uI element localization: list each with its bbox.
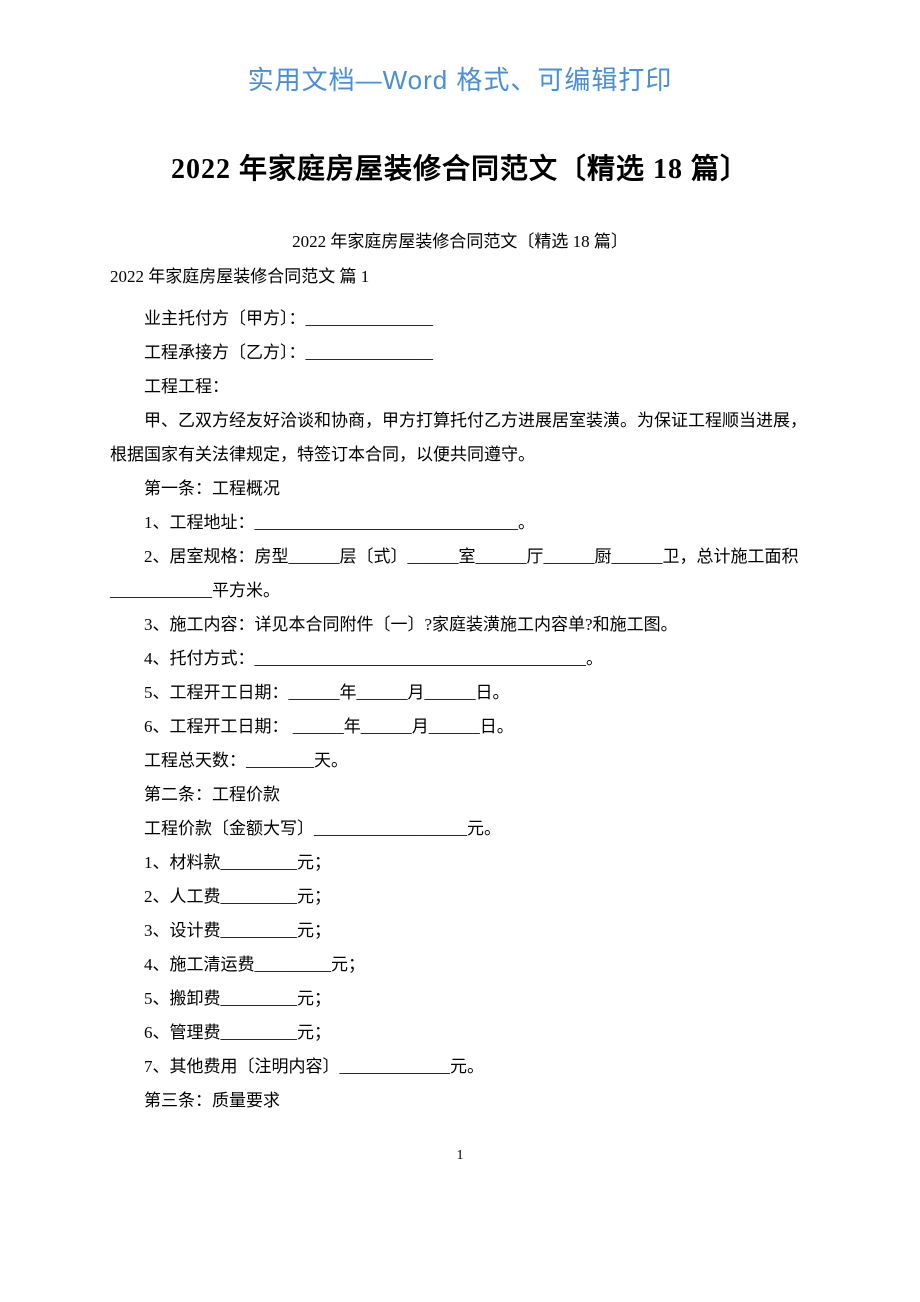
- body-paragraph: 工程承接方〔乙方〕：_______________: [110, 336, 810, 370]
- body-paragraph: 5、工程开工日期：______年______月______日。: [110, 676, 810, 710]
- body-paragraph: 工程总天数：________天。: [110, 744, 810, 778]
- document-subtitle: 2022 年家庭房屋装修合同范文〔精选 18 篇〕: [110, 227, 810, 252]
- section-label: 2022 年家庭房屋装修合同范文 篇 1: [110, 260, 810, 294]
- body-paragraph: 3、施工内容：详见本合同附件〔一〕?家庭装潢施工内容单?和施工图。: [110, 608, 810, 642]
- body-paragraph: 4、托付方式：_________________________________…: [110, 642, 810, 676]
- body-paragraph: 甲、乙双方经友好洽谈和协商，甲方打算托付乙方进展居室装潢。为保证工程顺当进展，根…: [110, 404, 810, 472]
- body-paragraph: 5、搬卸费_________元；: [110, 982, 810, 1016]
- body-paragraph: 6、管理费_________元；: [110, 1016, 810, 1050]
- body-paragraph: 第三条：质量要求: [110, 1084, 810, 1118]
- body-paragraph: 7、其他费用〔注明内容〕_____________元。: [110, 1050, 810, 1084]
- body-paragraph: 6、工程开工日期： ______年______月______日。: [110, 710, 810, 744]
- body-paragraph: 3、设计费_________元；: [110, 914, 810, 948]
- body-paragraph: 第二条：工程价款: [110, 778, 810, 812]
- body-paragraph: 1、工程地址：_______________________________。: [110, 506, 810, 540]
- page-header: 实用文档—Word 格式、可编辑打印: [110, 60, 810, 97]
- body-paragraph: 业主托付方〔甲方〕：_______________: [110, 302, 810, 336]
- body-paragraph: 4、施工清运费_________元；: [110, 948, 810, 982]
- body-paragraph: 工程工程：: [110, 370, 810, 404]
- page-number: 1: [110, 1148, 810, 1164]
- body-paragraph: 1、材料款_________元；: [110, 846, 810, 880]
- document-title: 2022 年家庭房屋装修合同范文〔精选 18 篇〕: [110, 147, 810, 187]
- body-paragraph: 2、人工费_________元；: [110, 880, 810, 914]
- page-container: 实用文档—Word 格式、可编辑打印 2022 年家庭房屋装修合同范文〔精选 1…: [0, 0, 920, 1302]
- body-paragraph: 工程价款〔金额大写〕__________________元。: [110, 812, 810, 846]
- body-paragraph: 第一条：工程概况: [110, 472, 810, 506]
- body-paragraph: 2、居室规格：房型______层〔式〕______室______厅______厨…: [110, 540, 810, 608]
